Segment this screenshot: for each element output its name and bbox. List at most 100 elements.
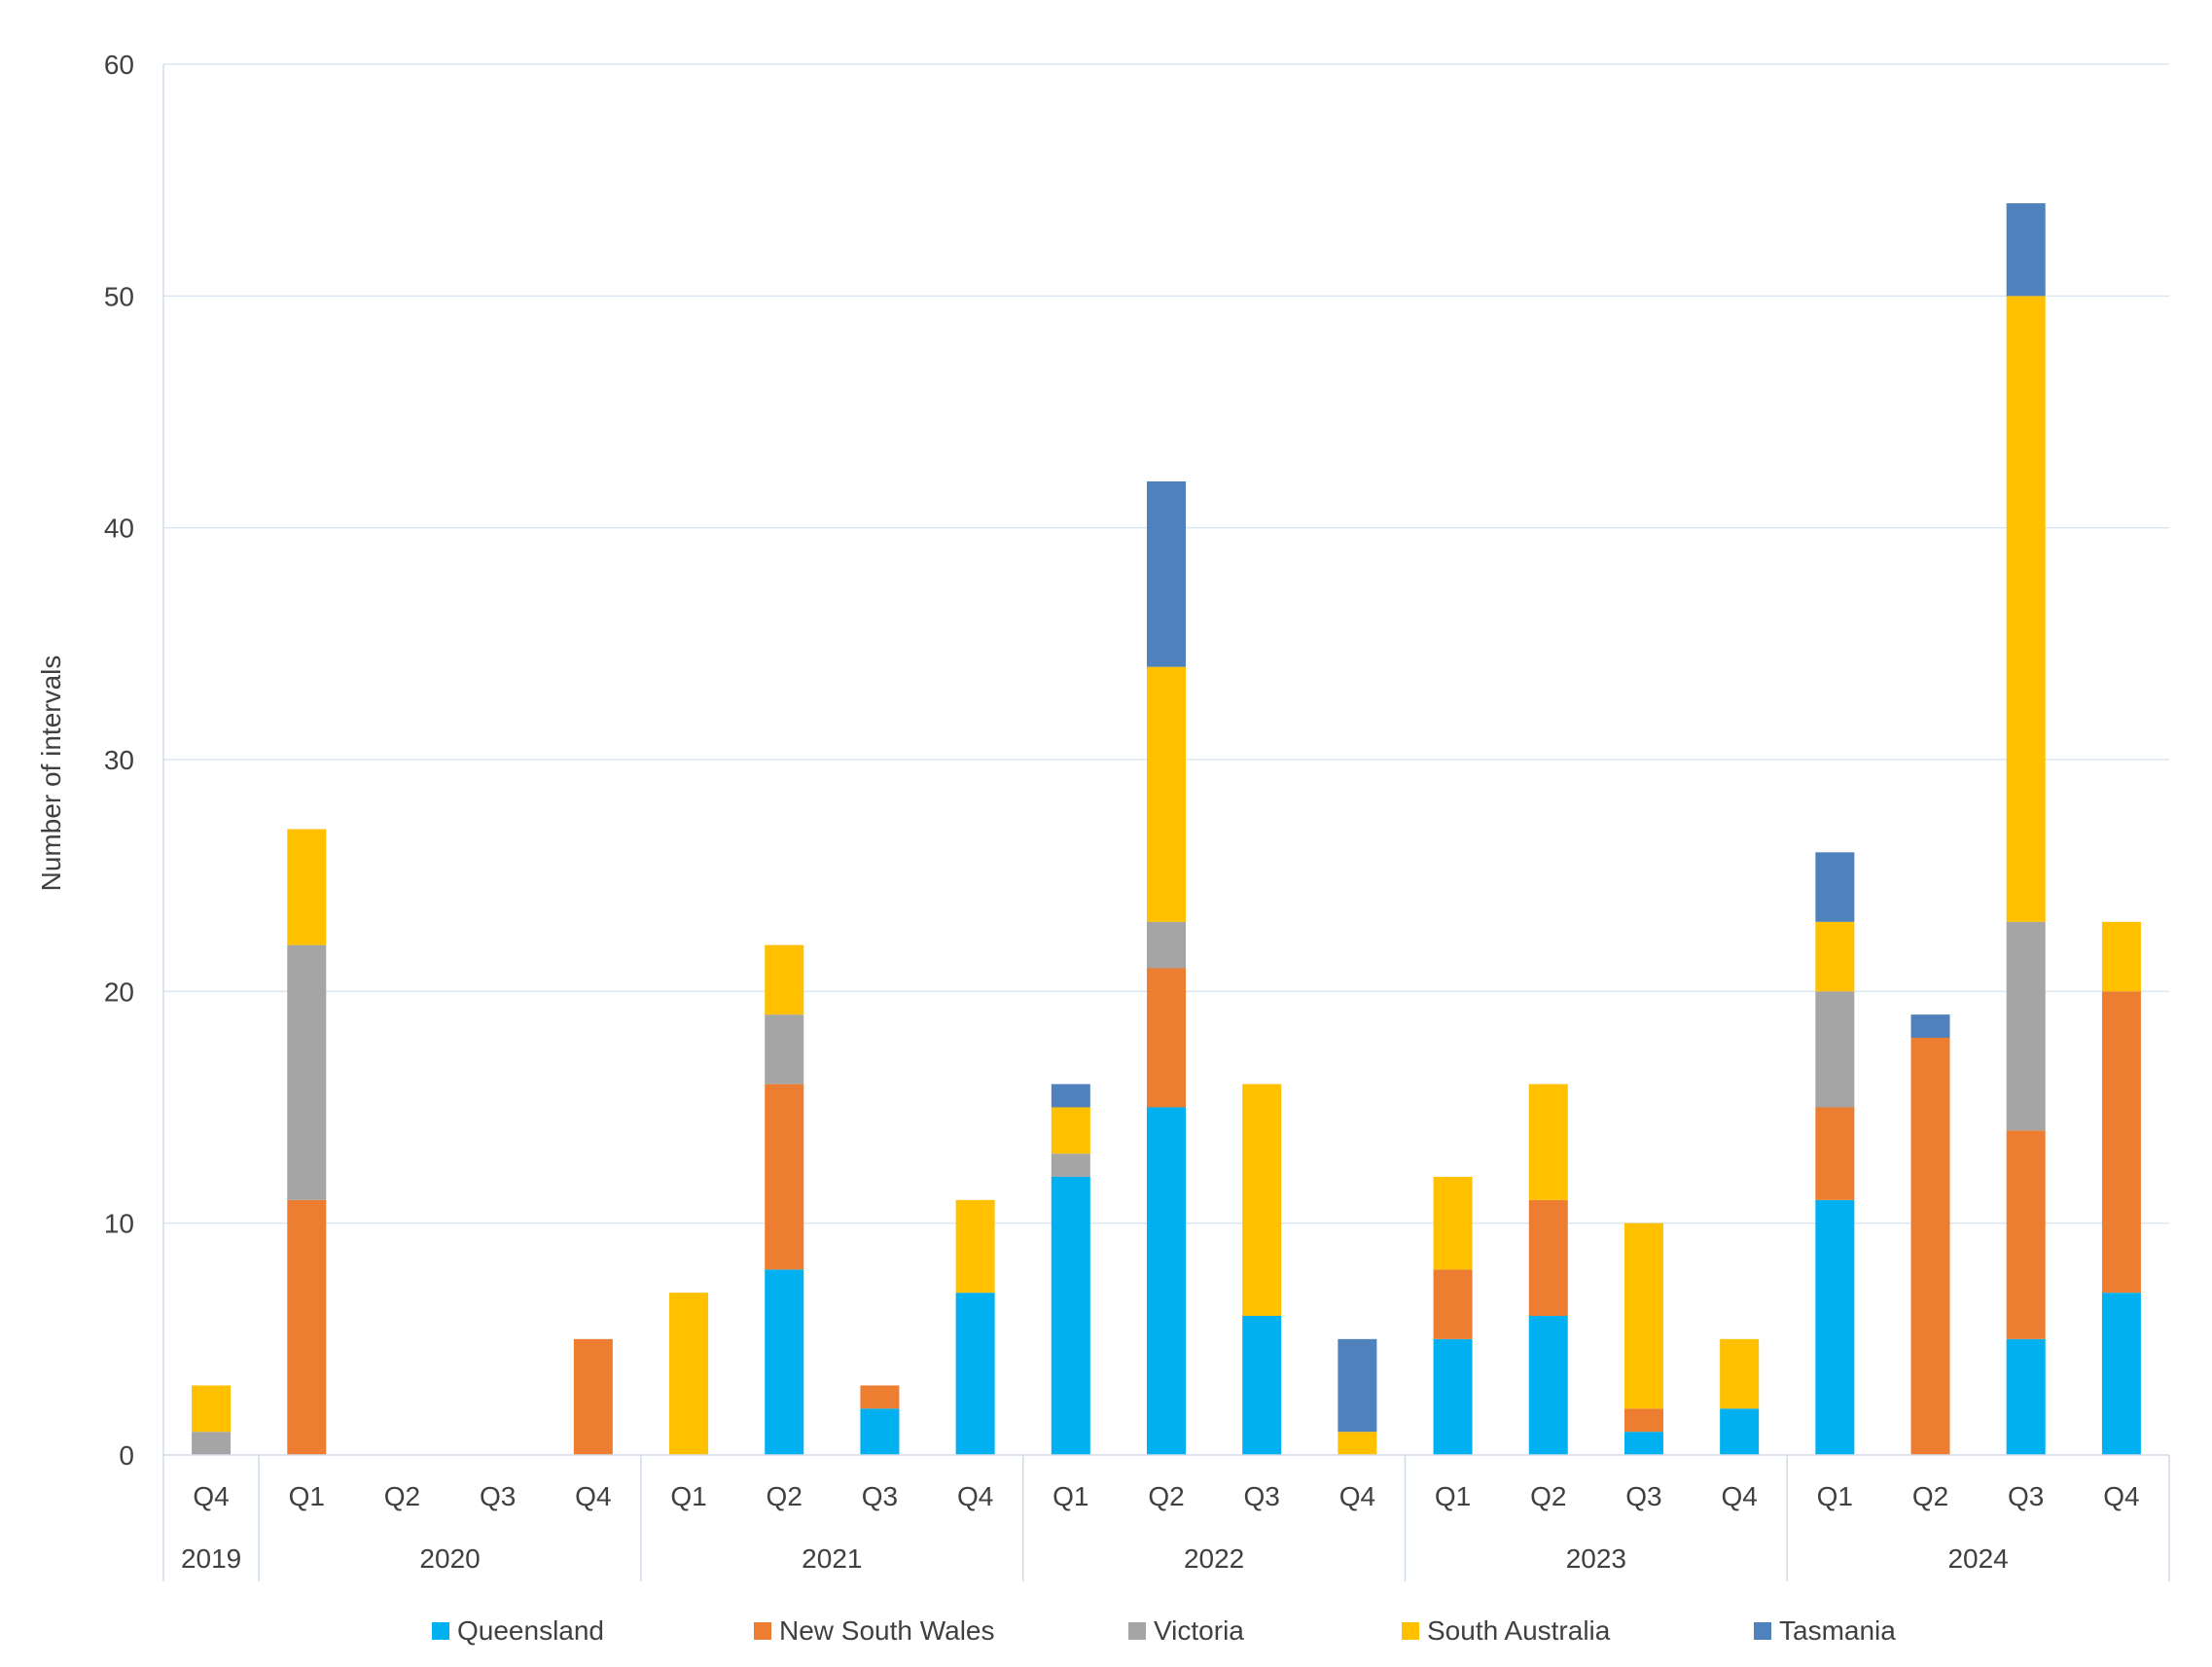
legend-swatch <box>432 1622 449 1640</box>
x-tick-label: Q2 <box>1148 1481 1184 1511</box>
x-year-label: 2020 <box>419 1543 480 1574</box>
bar-segment-new-south-wales <box>1147 968 1186 1108</box>
bar-segment-south-australia <box>1147 666 1186 922</box>
x-tick-label: Q3 <box>1625 1481 1661 1511</box>
bar-segment-victoria <box>765 1014 804 1084</box>
bar-segment-queensland <box>1815 1199 1855 1455</box>
legend-label: New South Wales <box>779 1615 995 1646</box>
bar-segment-south-australia <box>1242 1083 1282 1316</box>
x-tick-label: Q3 <box>862 1481 898 1511</box>
bar-segment-queensland <box>860 1408 900 1455</box>
x-tick-label: Q3 <box>1244 1481 1280 1511</box>
legend: Queensland New South Wales Victoria South A… <box>432 1615 1896 1646</box>
bar-segment-tasmania <box>1147 481 1186 667</box>
y-tick-label: 40 <box>104 514 134 544</box>
bar-segment-new-south-wales <box>287 1199 327 1455</box>
bar-segment-new-south-wales <box>1910 1038 1950 1455</box>
bar-segment-new-south-wales <box>860 1385 900 1409</box>
legend-swatch <box>1402 1622 1419 1640</box>
x-tick-label: Q4 <box>193 1481 229 1511</box>
bar-segment-new-south-wales <box>573 1338 613 1455</box>
y-tick-label: 0 <box>119 1440 134 1471</box>
bar-segment-victoria <box>1147 921 1186 969</box>
bar-segment-south-australia <box>955 1199 995 1294</box>
x-tick-label: Q3 <box>480 1481 516 1511</box>
bar-segment-south-australia <box>1815 921 1855 992</box>
bar-segment-south-australia <box>1528 1083 1568 1200</box>
bar-segment-new-south-wales <box>1433 1269 1473 1339</box>
y-tick-label: 10 <box>104 1209 134 1239</box>
bar-segment-queensland <box>1051 1177 1090 1455</box>
legend-label: Tasmania <box>1779 1615 1896 1646</box>
legend-swatch <box>754 1622 771 1640</box>
bar-segment-queensland <box>1623 1432 1663 1455</box>
x-tick-label: Q1 <box>289 1481 325 1511</box>
y-tick-label: 20 <box>104 976 134 1007</box>
bar-segment-queensland <box>955 1293 995 1455</box>
x-tick-label: Q1 <box>1817 1481 1853 1511</box>
y-tick-label: 60 <box>104 50 134 80</box>
x-year-label: 2021 <box>802 1543 862 1574</box>
x-year-label: 2023 <box>1566 1543 1626 1574</box>
x-tick-label: Q1 <box>670 1481 706 1511</box>
bar-segment-victoria <box>1815 991 1855 1108</box>
bar-segment-south-australia <box>1338 1432 1377 1455</box>
bar-segment-south-australia <box>2006 296 2046 922</box>
legend-swatch <box>1754 1622 1771 1640</box>
legend-item: Victoria <box>1128 1615 1244 1646</box>
x-tick-label: Q1 <box>1435 1481 1471 1511</box>
bar-segment-queensland <box>1242 1316 1282 1455</box>
bar-segment-south-australia <box>669 1293 709 1455</box>
bar-segment-queensland <box>2101 1293 2141 1455</box>
bar-segment-new-south-wales <box>2101 991 2141 1294</box>
x-tick-label: Q2 <box>1530 1481 1566 1511</box>
bar-segment-new-south-wales <box>1623 1408 1663 1433</box>
x-year-label: 2022 <box>1184 1543 1244 1574</box>
x-year-label: 2019 <box>181 1543 241 1574</box>
bar-segment-tasmania <box>1815 852 1855 922</box>
y-tick-label: 30 <box>104 745 134 775</box>
bar-segment-south-australia <box>1623 1223 1663 1409</box>
bar-segment-queensland <box>1147 1107 1186 1455</box>
bar-segment-tasmania <box>2006 203 2046 297</box>
x-tick-label: Q2 <box>1912 1481 1948 1511</box>
bar-segment-south-australia <box>1051 1107 1090 1154</box>
x-year-label: 2024 <box>1947 1543 2008 1574</box>
bar-segment-new-south-wales <box>2006 1130 2046 1339</box>
bar-segment-south-australia <box>765 944 804 1015</box>
bar-segment-south-australia <box>2101 921 2141 992</box>
x-tick-label: Q4 <box>957 1481 993 1511</box>
bar-segment-tasmania <box>1051 1083 1090 1108</box>
x-tick-label: Q2 <box>384 1481 420 1511</box>
legend-label: South Australia <box>1427 1615 1611 1646</box>
bar-segment-south-australia <box>1720 1338 1760 1409</box>
bar-segment-victoria <box>1051 1153 1090 1177</box>
legend-item: South Australia <box>1402 1615 1611 1646</box>
bars <box>192 203 2141 1455</box>
x-tick-label: Q3 <box>2008 1481 2044 1511</box>
bar-segment-queensland <box>765 1269 804 1455</box>
x-tick-label: Q4 <box>1339 1481 1375 1511</box>
axes: 0 10 20 30 40 50 60 Q4 Q1 Q2 Q3 Q4 Q1 Q2 Q3 Q4 Q1 Q2 Q3 Q4 Q… <box>104 50 2170 1581</box>
bar-segment-new-south-wales <box>1815 1107 1855 1200</box>
legend-swatch <box>1128 1622 1146 1640</box>
x-tick-label: Q4 <box>2103 1481 2139 1511</box>
legend-item: New South Wales <box>754 1615 995 1646</box>
x-tick-label: Q4 <box>575 1481 611 1511</box>
bar-segment-new-south-wales <box>765 1083 804 1270</box>
bar-segment-victoria <box>192 1432 232 1455</box>
bar-segment-queensland <box>1433 1338 1473 1455</box>
legend-item: Queensland <box>432 1615 604 1646</box>
x-tick-label: Q1 <box>1052 1481 1088 1511</box>
bar-segment-south-australia <box>192 1385 232 1433</box>
x-tick-label: Q4 <box>1721 1481 1757 1511</box>
bar-segment-tasmania <box>1910 1014 1950 1038</box>
y-axis-title: Number of intervals <box>36 656 66 892</box>
bar-segment-south-australia <box>287 829 327 945</box>
legend-label: Victoria <box>1154 1615 1244 1646</box>
bar-segment-new-south-wales <box>1528 1199 1568 1316</box>
bar-segment-queensland <box>2006 1338 2046 1455</box>
bar-segment-queensland <box>1528 1316 1568 1455</box>
